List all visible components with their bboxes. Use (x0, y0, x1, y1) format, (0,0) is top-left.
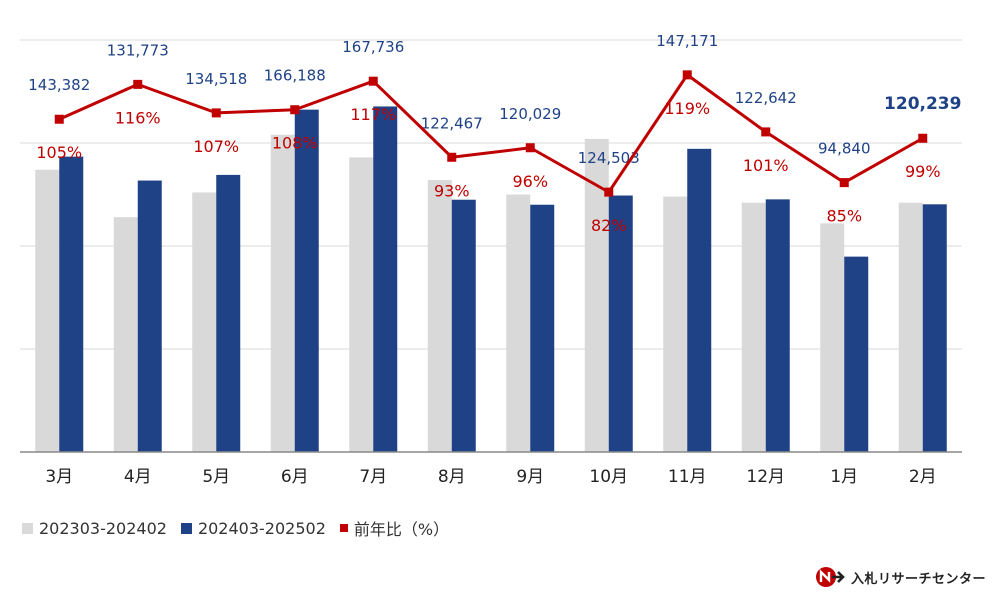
value-label: 122,642 (735, 89, 797, 107)
bar-curr (373, 106, 398, 452)
legend-label-prev: 202303-202402 (39, 518, 167, 538)
bar-curr (216, 174, 241, 452)
value-label: 131,773 (107, 41, 169, 59)
bar-prev (270, 134, 295, 452)
yoy-label: 107% (193, 137, 239, 156)
x-tick-label: 11月 (668, 467, 707, 487)
yoy-point (918, 133, 928, 143)
bar-curr (137, 180, 162, 453)
bar-curr (687, 148, 712, 452)
yoy-label: 82% (591, 216, 627, 235)
legend-swatch-curr (180, 522, 192, 534)
value-label: 124,503 (578, 149, 640, 167)
bar-prev (35, 169, 60, 452)
yoy-point (290, 105, 300, 115)
bar-prev (192, 192, 217, 452)
yoy-point (447, 152, 457, 162)
yoy-label: 96% (512, 172, 548, 191)
yoy-label: 108% (272, 134, 318, 153)
yoy-label: 116% (115, 108, 161, 127)
bar-curr (294, 109, 319, 453)
bar-curr (530, 204, 555, 452)
x-tick-label: 6月 (281, 467, 309, 487)
legend-item-yoy: 前年比（%） (339, 516, 450, 540)
yoy-label: 117% (350, 105, 396, 124)
legend-swatch-yoy (339, 524, 348, 532)
yoy-point (682, 70, 692, 80)
x-tick-label: 7月 (359, 467, 387, 487)
legend-item-prev: 202303-202402 (22, 519, 167, 538)
x-tick-label: 1月 (830, 467, 858, 487)
legend-label-curr: 202403-202502 (197, 518, 326, 538)
brand-logo: 入札リサーチセンター (815, 565, 986, 589)
yoy-label: 101% (743, 156, 789, 175)
yoy-labels: 105% 116% 107% 108% 117% 93% 96% 82% 119% 101% 85%… (36, 99, 940, 235)
gridlines (20, 39, 962, 350)
value-label: 120,029 (499, 105, 561, 123)
bar-curr (608, 195, 633, 453)
bars-current-year (59, 106, 947, 453)
x-tick-label: 4月 (124, 467, 152, 487)
yoy-label: 105% (36, 143, 82, 162)
value-label: 147,171 (656, 32, 718, 50)
bar-curr (922, 204, 947, 452)
bar-prev (663, 196, 688, 452)
yoy-label: 99% (905, 162, 941, 181)
yoy-line-path (58, 73, 924, 194)
yoy-point (525, 143, 535, 153)
legend-swatch-prev (22, 522, 33, 534)
bar-curr (765, 199, 790, 452)
x-tick-label: 10月 (589, 467, 628, 487)
value-label: 143,382 (28, 76, 90, 94)
x-tick-label: 3月 (45, 467, 73, 487)
value-label: 122,467 (421, 114, 483, 132)
yoy-label: 119% (664, 99, 710, 118)
bar-prev (427, 180, 452, 452)
yoy-point (604, 187, 614, 197)
yoy-point (54, 114, 64, 124)
bar-curr (59, 156, 84, 452)
yoy-label: 85% (826, 207, 862, 226)
value-label: 120,239 (884, 94, 961, 114)
x-tick-label: 9月 (516, 467, 544, 487)
value-label: 134,518 (185, 70, 247, 88)
yoy-point (839, 178, 849, 188)
value-label: 166,188 (264, 67, 326, 85)
bar-curr (844, 256, 869, 452)
bar-prev (898, 202, 923, 452)
logo-mark-icon (815, 567, 845, 587)
bar-prev (113, 217, 138, 452)
value-label: 94,840 (818, 140, 871, 158)
bar-prev (349, 157, 374, 453)
bar-prev (741, 202, 766, 452)
yoy-point (761, 127, 771, 137)
yoy-line (54, 70, 928, 197)
yoy-point (211, 108, 221, 118)
value-labels: 143,382 131,773 134,518 166,188 167,736 122,4… (28, 32, 961, 167)
x-tick-label: 12月 (746, 467, 785, 487)
legend-item-curr: 202403-202502 (180, 518, 326, 538)
legend-label-yoy: 前年比（%） (353, 520, 450, 539)
bars-previous-year (35, 134, 923, 453)
legend: 202303-202402 202403-202502 前年比（%） (22, 516, 463, 540)
yoy-label: 93% (434, 181, 470, 200)
logo-text: 入札リサーチセンター (850, 571, 986, 587)
yoy-point (368, 76, 378, 86)
x-tick-label: 2月 (909, 467, 937, 487)
bar-prev (506, 194, 531, 452)
x-tick-label: 5月 (202, 467, 230, 487)
x-tick-label: 8月 (438, 467, 466, 487)
bar-prev (820, 223, 845, 452)
x-axis: 3月 4月 5月 6月 7月 8月 9月 10月 11月 12月 1月 2月 (20, 451, 962, 487)
value-label: 167,736 (342, 38, 404, 56)
yoy-point (133, 79, 143, 89)
bar-curr (451, 199, 476, 452)
